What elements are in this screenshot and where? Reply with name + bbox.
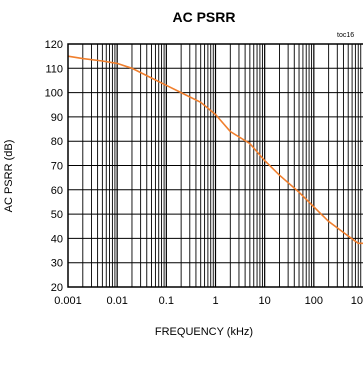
x-tick-label: 1 [212,295,218,307]
plot-frame [67,43,363,288]
y-tick-label: 30 [51,258,63,270]
series-line [67,55,363,245]
x-tick-label: 1000 [351,295,363,307]
x-tick-label: 0.01 [106,295,127,307]
y-tick-label: 100 [45,88,63,100]
y-tick-label: 20 [51,282,63,294]
y-tick-label: 120 [45,39,63,51]
y-tick-labels: 20 30 40 50 60 70 80 90 100 110 120 [45,39,63,294]
x-tick-labels: 0.001 0.01 0.1 1 10 100 1000 [54,295,363,307]
chart-title: AC PSRR [172,9,235,25]
x-tick-label: 10 [259,295,271,307]
y-tick-label: 90 [51,112,63,124]
x-axis-label: FREQUENCY (kHz) [155,326,253,338]
y-tick-label: 80 [51,136,63,148]
x-tick-label: 0.1 [159,295,174,307]
y-axis-label: AC PSRR (dB) [3,140,15,213]
grid [68,44,363,287]
x-tick-label: 100 [305,295,323,307]
y-tick-label: 60 [51,185,63,197]
y-tick-label: 50 [51,209,63,221]
x-tick-label: 0.001 [54,295,82,307]
y-tick-label: 40 [51,233,63,245]
annotation-label: toc16 [337,32,354,39]
y-tick-label: 110 [45,63,63,75]
y-tick-label: 70 [51,161,63,173]
